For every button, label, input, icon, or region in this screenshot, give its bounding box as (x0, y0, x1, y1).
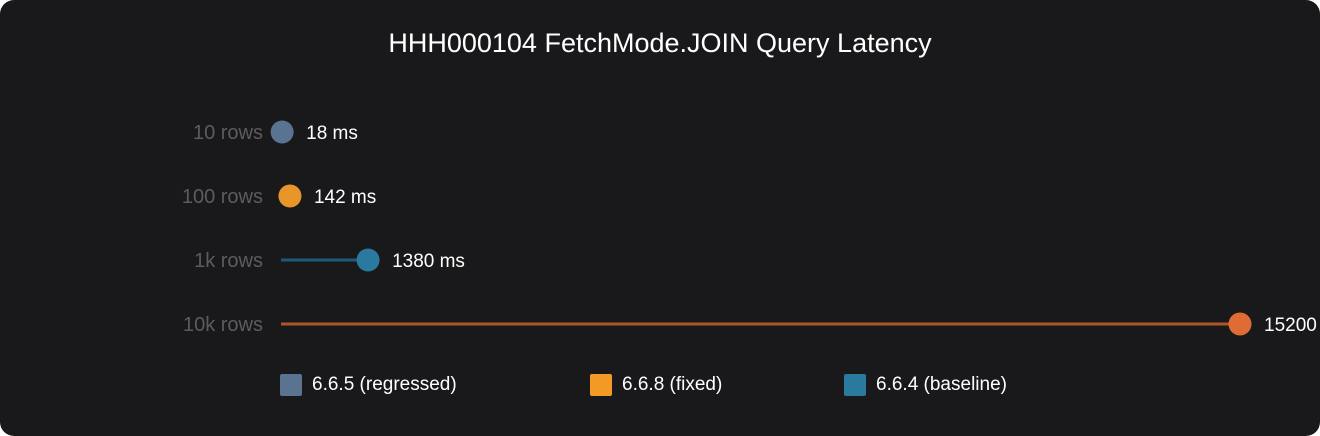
data-point (278, 184, 302, 208)
legend-item: 6.6.8 (fixed) (590, 372, 722, 398)
data-point (270, 120, 294, 144)
data-value-label: 142 ms (314, 187, 376, 208)
legend-label: 6.6.4 (baseline) (876, 374, 1007, 395)
category-tick-label: 1k rows (194, 250, 263, 272)
category-tick-label: 100 rows (182, 186, 263, 208)
legend-item: 6.6.4 (baseline) (844, 372, 1007, 398)
legend-label: 6.6.8 (fixed) (622, 374, 723, 395)
category-tick-label: 10k rows (183, 314, 263, 336)
data-value-label: 18 ms (306, 123, 358, 144)
chart-legend: 6.6.5 (regressed) 6.6.8 (fixed) 6.6.4 (bas… (0, 372, 1320, 398)
legend-item: 6.6.5 (regressed) (280, 372, 457, 398)
legend-label: 6.6.5 (regressed) (312, 374, 457, 395)
data-point (356, 248, 380, 272)
legend-swatch (590, 374, 612, 396)
category-tick-label: 10 rows (193, 122, 263, 144)
data-value-label: 15200 ms (1264, 315, 1320, 336)
data-value-label: 1380 ms (392, 251, 465, 272)
chart-title: HHH000104 FetchMode.JOIN Query Latency (388, 28, 932, 58)
legend-swatch (844, 374, 866, 396)
data-point (1228, 312, 1252, 336)
legend-swatch (280, 374, 302, 396)
